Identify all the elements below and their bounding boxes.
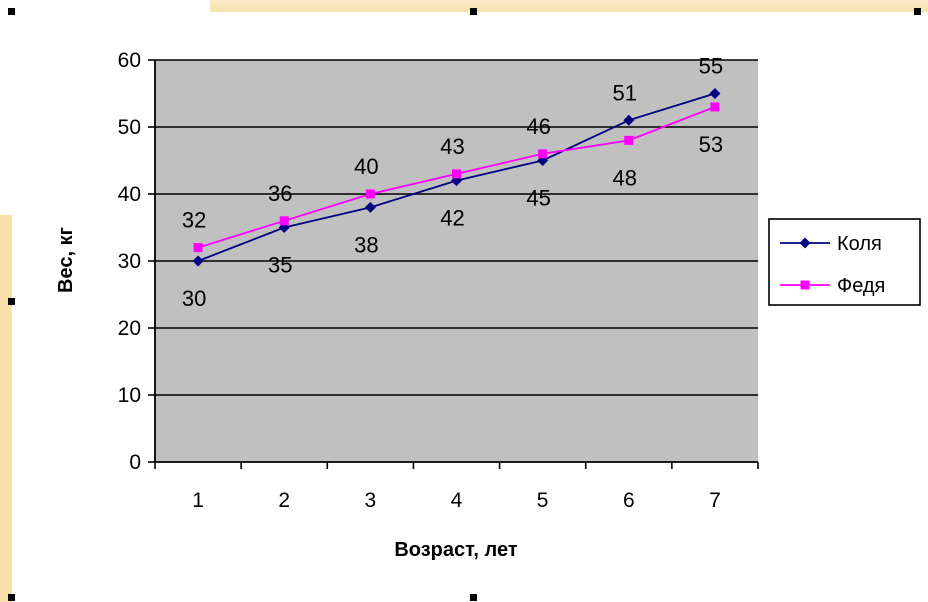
x-tick-label: 4 [451,489,463,512]
legend-box [768,218,921,306]
data-point-fedya [452,169,461,179]
data-label-fedya: 36 [268,181,292,206]
x-tick-label: 5 [537,489,549,512]
resize-handle-top-middle[interactable] [470,8,477,15]
data-point-fedya [538,149,548,159]
y-tick-label: 10 [118,384,141,407]
y-tick-label: 0 [129,451,141,474]
data-point-fedya [710,102,720,112]
data-label-fedya: 32 [182,208,206,233]
data-label-kolya: 45 [526,186,550,211]
data-point-kolya [364,201,376,213]
data-label-fedya: 46 [526,114,550,139]
data-point-fedya [624,135,634,145]
data-point-fedya [193,243,203,253]
x-tick-label: 1 [192,489,204,512]
data-point-kolya [623,114,635,126]
resize-handle-bottom-middle[interactable] [470,594,477,601]
data-label-kolya: 42 [440,206,464,231]
data-label-kolya: 35 [268,253,292,278]
x-axis-ticks: 1 2 3 4 5 6 7 [154,462,759,512]
data-label-kolya: 55 [699,54,723,79]
data-point-fedya [365,189,375,199]
y-tick-label: 30 [118,250,141,273]
data-labels-group: 30 32 35 36 38 40 42 43 45 46 51 48 55 53 [182,54,723,312]
resize-handle-bottom-left[interactable] [8,594,15,601]
data-label-fedya: 53 [699,132,723,157]
y-tick-label: 20 [118,317,141,340]
y-axis-ticks: 0 10 20 30 40 50 60 [118,49,155,474]
legend[interactable]: Коля Федя [768,218,921,306]
series-group [192,88,721,267]
legend-label-kolya: Коля [837,233,882,255]
data-label-kolya: 30 [182,286,206,311]
x-tick-label: 6 [623,489,635,512]
resize-handle-middle-left[interactable] [8,298,15,305]
slide-background-top [210,0,928,12]
legend-marker-kolya [799,237,811,249]
y-tick-label: 60 [118,49,141,72]
data-label-fedya: 48 [613,165,637,190]
x-tick-label: 2 [278,489,290,512]
x-tick-label: 7 [709,489,721,512]
resize-handle-top-left[interactable] [8,8,15,15]
data-label-fedya: 43 [440,134,464,159]
gridlines [155,59,758,396]
y-axis-title: Вес, кг [55,227,77,293]
y-tick-label: 50 [118,116,141,139]
resize-handle-top-right[interactable] [914,8,921,15]
data-point-kolya [709,88,721,99]
y-tick-label: 40 [118,183,141,206]
legend-marker-fedya [800,280,810,290]
data-point-fedya [279,216,289,226]
data-label-fedya: 40 [354,154,378,179]
data-point-kolya [192,255,204,267]
slide-background-left [0,215,12,602]
legend-label-fedya: Федя [837,275,885,297]
data-label-kolya: 38 [354,232,378,257]
x-axis-title: Возраст, лет [394,539,518,561]
x-tick-label: 3 [365,489,377,512]
data-label-kolya: 51 [613,80,637,105]
